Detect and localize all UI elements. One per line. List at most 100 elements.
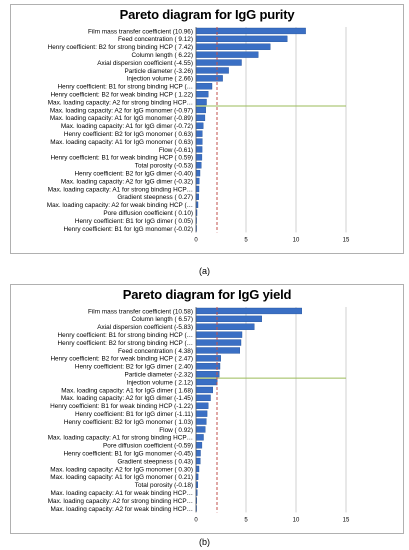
category-label: Feed concentration ( 4.38) (118, 348, 193, 355)
bar (195, 402, 209, 409)
category-label: Max. loading capacity: A1 for IgG monome… (50, 139, 193, 146)
x-tick-label: 10 (293, 237, 300, 243)
category-label: Flow ( 0.92) (159, 427, 193, 434)
bar (195, 347, 240, 354)
bar (195, 43, 271, 50)
bar (195, 418, 207, 425)
category-label: Max. loading capacity: A2 for IgG dimer … (61, 178, 193, 185)
category-label: Feed concentration ( 9.12) (118, 36, 193, 43)
category-label: Max. loading capacity: A1 for IgG monome… (50, 115, 193, 122)
category-label: Particle diameter (-3.26) (124, 68, 193, 75)
category-label: Henry coefficient: B2 for IgG monomer ( … (64, 131, 193, 138)
pareto-chart-yield: Pareto diagram for IgG yield 0 5 10 15 Film … (10, 284, 404, 534)
category-label: Pore diffusion coefficient (-0.59) (103, 443, 193, 450)
bar (195, 363, 221, 370)
bar (195, 394, 211, 402)
bar (195, 130, 203, 137)
category-label: Max. loading capacity: A1 for weak bindi… (51, 490, 193, 497)
bar (195, 35, 288, 42)
bar (195, 27, 306, 35)
chart-title-purity: Pareto diagram for IgG purity (119, 7, 295, 22)
category-label: Henry coefficient: B2 for weak binding H… (50, 356, 193, 363)
category-label: Henry coefficient: B2 for IgG dimer ( 2.… (75, 364, 193, 371)
bar (195, 442, 203, 449)
category-label: Henry coefficient: B2 for strong binding… (58, 340, 193, 347)
bar (195, 138, 203, 145)
bar (195, 307, 303, 315)
bar (195, 185, 200, 193)
bar (195, 106, 206, 114)
category-label: Henry coefficient: B1 for weak binding H… (50, 403, 193, 410)
bar (195, 465, 200, 473)
bar (195, 193, 199, 200)
category-label: Particle diameter (-2.32) (124, 372, 193, 379)
bar (195, 426, 206, 433)
bar (195, 339, 242, 346)
category-label: Gradient steepness ( 0.27) (117, 194, 193, 201)
category-label: Henry coefficient: B1 for strong binding… (58, 84, 193, 91)
category-label: Henry coefficient: B2 for weak binding H… (50, 92, 193, 99)
bar (195, 67, 229, 74)
category-label: Henry coefficient: B1 for strong binding… (58, 332, 193, 339)
bar (195, 83, 213, 90)
category-label: Max. loading capacity: A1 for strong bin… (48, 186, 193, 193)
category-label: Max. loading capacity: A1 for IgG dimer … (61, 123, 193, 130)
category-label: Total porosity (-0.18) (135, 482, 193, 489)
category-label: Henry coefficient: B2 for IgG monomer ( … (64, 419, 193, 426)
bar (195, 162, 202, 169)
category-label: Film mass transfer coefficient (10.96) (88, 28, 193, 35)
category-label: Max. loading capacity: A2 for weak bindi… (51, 506, 193, 513)
category-label: Henry coefficient: B1 for IgG monomer (-… (63, 226, 193, 233)
category-label: Total porosity (-0.53) (135, 163, 193, 170)
bar (195, 51, 259, 58)
x-tick-label: 10 (293, 517, 300, 523)
category-label: Henry coefficient: B2 for strong binding… (48, 44, 193, 51)
bar (195, 331, 243, 338)
bar (195, 177, 200, 185)
bar (195, 59, 242, 66)
category-label: Max. loading capacity: A2 for strong bin… (48, 498, 193, 505)
x-tick-label: 0 (194, 517, 198, 523)
category-label: Column length ( 6.22) (132, 52, 193, 59)
category-label: Henry coefficient: B1 for IgG monomer (-… (63, 451, 193, 458)
category-label: Max. loading capacity: A2 for IgG monome… (50, 107, 193, 114)
category-label: Axial dispersion coefficient (-5.83) (97, 324, 193, 331)
x-tick-label: 15 (343, 517, 350, 523)
category-label: Axial dispersion coefficient (-4.55) (97, 60, 193, 67)
bar (195, 434, 204, 441)
bar (195, 315, 262, 322)
bar (195, 323, 255, 330)
bar (195, 410, 208, 417)
bar (195, 122, 204, 129)
bar (195, 370, 220, 378)
category-label: Henry coefficient: B1 for IgG dimer ( 0.… (75, 218, 193, 225)
category-label: Henry coefficient: B1 for weak binding H… (50, 155, 193, 162)
category-label: Pore diffusion coefficient ( 0.10) (103, 210, 193, 217)
x-tick-label: 15 (343, 237, 350, 243)
bar (195, 75, 223, 82)
x-tick-label: 5 (244, 237, 248, 243)
category-label: Max. loading capacity: A2 for IgG dimer … (61, 395, 193, 402)
category-label: Henry coefficient: B2 for IgG dimer (-0.… (74, 171, 193, 178)
category-label: Injection volume ( 2.66) (127, 76, 193, 83)
category-label: Henry coefficient: B1 for IgG dimer (-1.… (75, 411, 193, 418)
category-label: Max. loading capacity: A2 for strong bin… (48, 99, 193, 106)
category-label: Max. loading capacity: A1 for strong bin… (48, 435, 193, 442)
category-label: Film mass transfer coefficient (10.58) (88, 308, 193, 315)
chart-canvas-yield: 0 5 10 15 Film mass transfer coefficient (10… (48, 307, 350, 523)
bar (195, 90, 209, 98)
bar (195, 378, 218, 386)
chart-canvas-purity: 0 5 10 15 Film mass transfer coefficient (10… (47, 27, 350, 243)
bar (195, 154, 203, 161)
figure-label-b: (b) (199, 537, 210, 547)
bar (195, 169, 201, 177)
category-label: Column length ( 6.57) (132, 316, 193, 323)
category-label: Max. loading capacity: A2 for IgG monome… (50, 466, 193, 473)
bar (195, 386, 213, 394)
x-tick-label: 0 (194, 237, 198, 243)
chart-title-yield: Pareto diagram for IgG yield (122, 287, 292, 302)
category-label: Max. loading capacity: A1 for IgG monome… (50, 474, 193, 481)
bar (195, 457, 201, 465)
category-label: Injection volume ( 2.12) (127, 379, 193, 386)
figure-label-a: (a) (199, 266, 210, 276)
